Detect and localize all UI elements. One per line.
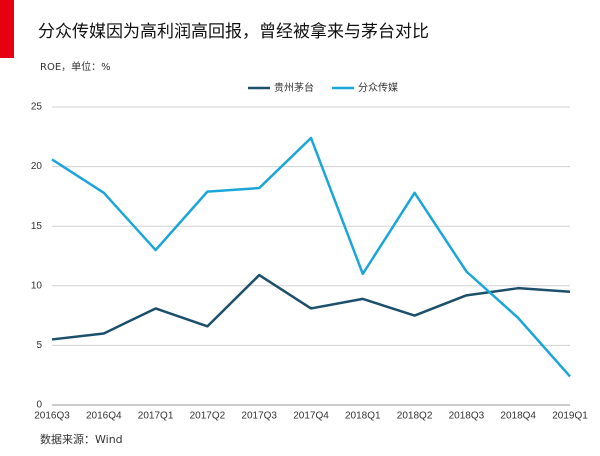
x-tick-label: 2018Q4	[500, 411, 536, 422]
y-tick-label: 25	[31, 102, 43, 113]
y-tick-label: 5	[36, 340, 42, 351]
legend-label: 贵州茅台	[274, 81, 314, 94]
series-line	[51, 136, 571, 378]
accent-bar	[0, 0, 14, 58]
source: 数据来源：Wind	[40, 432, 123, 446]
x-tick-label: 2017Q2	[190, 411, 226, 422]
series-line	[51, 273, 571, 341]
y-tick-label: 0	[36, 400, 42, 411]
y-tick-label: 20	[31, 161, 43, 172]
y-tick-label: 15	[31, 221, 43, 232]
legend-label: 分众传媒	[358, 82, 398, 94]
x-tick-label: 2016Q4	[86, 411, 122, 422]
x-tick-label: 2018Q3	[449, 411, 485, 422]
x-tick-label: 2016Q3	[34, 411, 70, 422]
x-tick-label: 2019Q1	[552, 411, 588, 422]
x-tick-label: 2018Q2	[397, 411, 433, 422]
x-tick-label: 2017Q3	[241, 411, 277, 422]
x-tick-label: 2017Q4	[293, 411, 329, 422]
subtitle: ROE，单位：%	[40, 60, 111, 73]
x-tick-label: 2018Q1	[345, 411, 381, 422]
chart-title: 分众传媒因为高利润高回报，曾经被拿来与茅台对比	[38, 21, 429, 42]
y-tick-label: 10	[31, 280, 43, 291]
x-tick-label: 2017Q1	[138, 411, 174, 422]
